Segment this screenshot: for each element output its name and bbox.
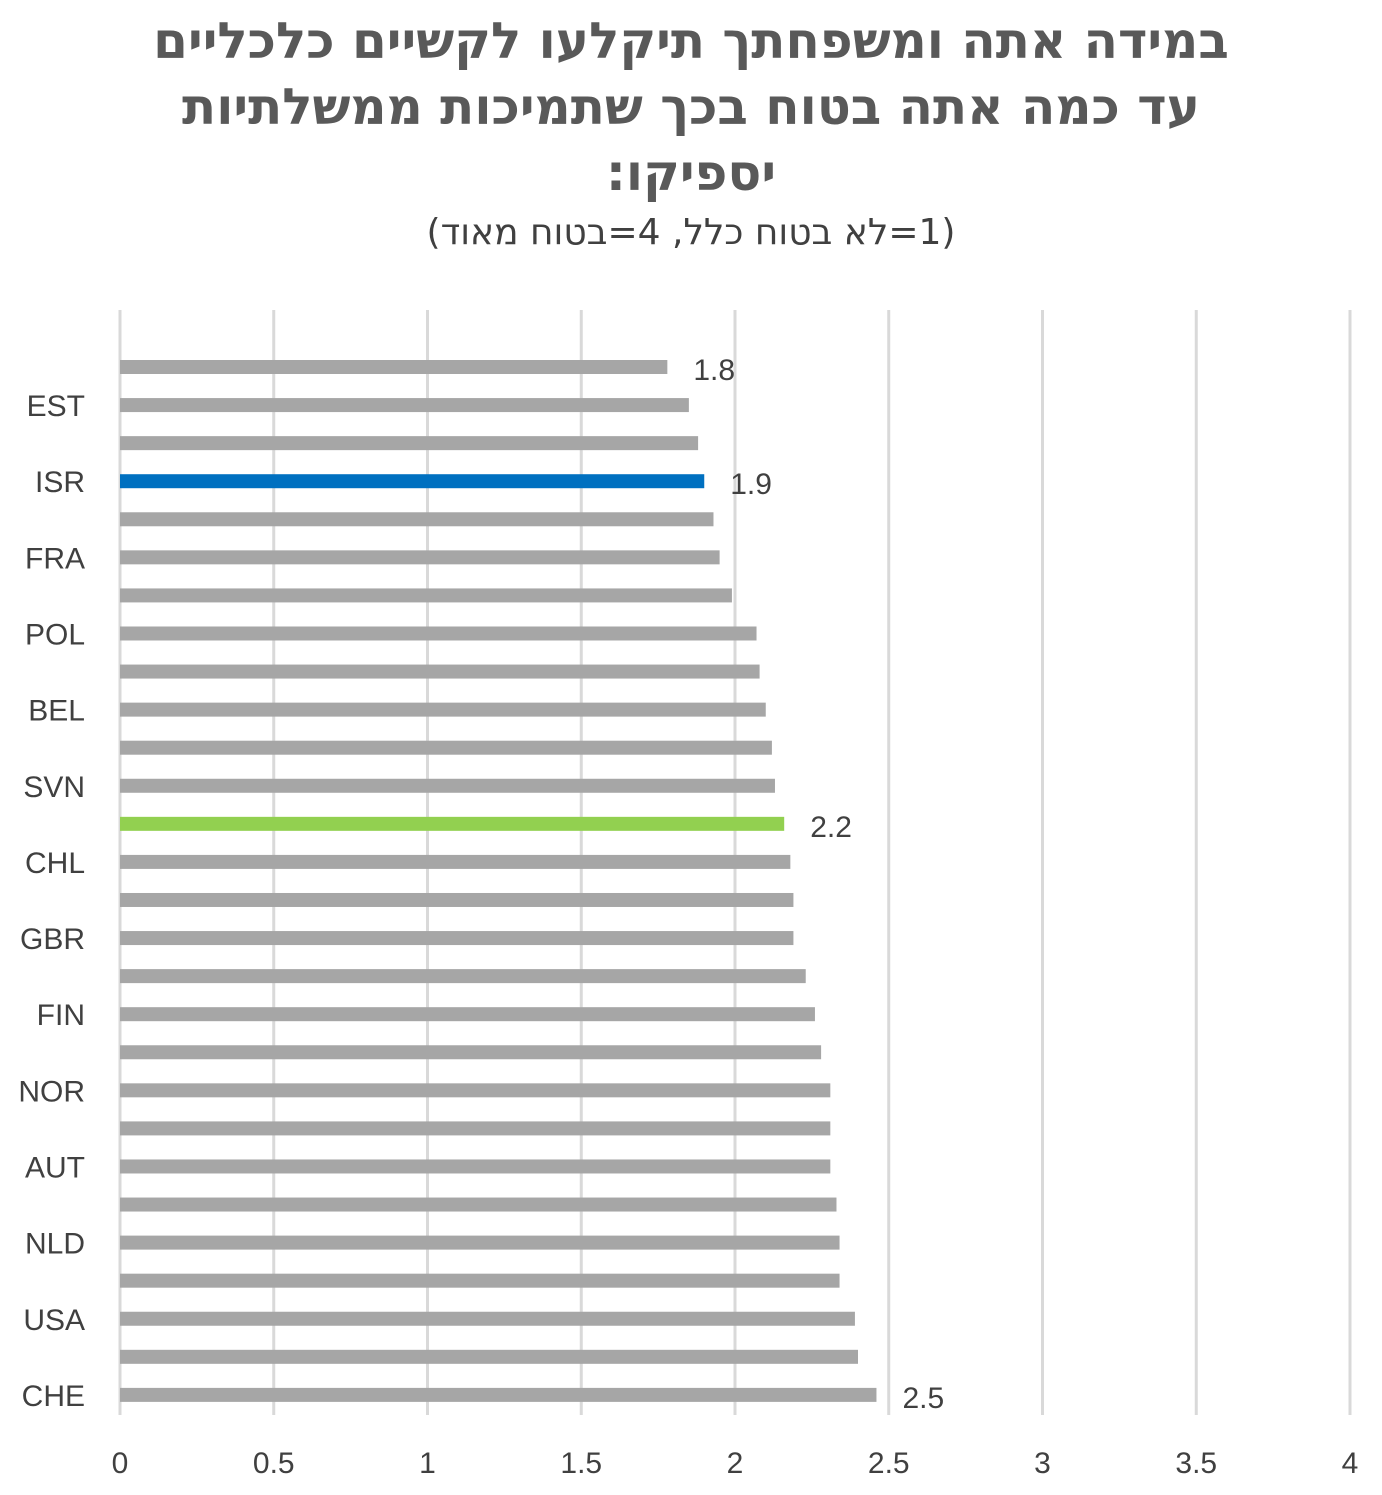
data-label: 2.5 — [902, 1382, 944, 1415]
bar — [120, 1311, 855, 1326]
bar — [120, 474, 705, 489]
bar — [120, 1349, 858, 1364]
bar — [120, 740, 772, 755]
bar — [120, 512, 714, 527]
bars — [120, 360, 877, 1402]
data-label: 1.8 — [693, 354, 735, 387]
bar — [120, 969, 806, 984]
bar — [120, 816, 785, 831]
category-label: GBR — [20, 923, 85, 956]
category-label: AUT — [25, 1151, 85, 1184]
bar — [120, 398, 689, 413]
chart-subtitle: (1=לא בטוח כלל, 4=בטוח מאוד) — [426, 212, 956, 253]
bar — [120, 1235, 840, 1250]
bar — [120, 436, 699, 451]
chart-title-line-2: עד כמה אתה בטוח בכך שתמיכות ממשלתיות — [182, 78, 1200, 136]
category-label: CHL — [25, 847, 85, 880]
category-label: POL — [25, 618, 85, 651]
category-label: FRA — [25, 542, 85, 575]
bar — [120, 1121, 831, 1136]
bar — [120, 626, 757, 641]
bar — [120, 588, 732, 603]
x-tick-label: 2 — [727, 1447, 744, 1480]
labels: 0 0.5 1 1.5 2 2.5 3 3.5 4 1.8 EST ISR 1.9 FRA POL BEL SV… — [18, 354, 1358, 1480]
chart-title-line-1: במידה אתה ומשפחתך תיקלעו לקשיים כלכליים — [153, 12, 1229, 70]
bar — [120, 1387, 877, 1402]
bar — [120, 664, 760, 679]
category-label: ISR — [35, 466, 85, 499]
x-tick-label: 1 — [419, 1447, 436, 1480]
bar — [120, 778, 775, 793]
x-tick-label: 1.5 — [560, 1447, 602, 1480]
chart-title-line-3: יספיקו: — [605, 144, 777, 202]
bar — [120, 1159, 831, 1174]
data-label: 1.9 — [730, 468, 772, 501]
bar — [120, 1273, 840, 1288]
bar — [120, 702, 766, 717]
category-label: USA — [23, 1304, 85, 1337]
category-label: FIN — [37, 999, 85, 1032]
category-label: SVN — [23, 771, 85, 804]
x-tick-label: 2.5 — [868, 1447, 910, 1480]
x-tick-label: 4 — [1342, 1447, 1359, 1480]
bar — [120, 892, 794, 907]
category-label: NOR — [18, 1075, 85, 1108]
category-label: EST — [27, 390, 85, 423]
x-tick-label: 0 — [112, 1447, 129, 1480]
bar — [120, 360, 668, 374]
bar — [120, 1197, 837, 1212]
x-tick-label: 3.5 — [1175, 1447, 1217, 1480]
category-label: CHE — [22, 1380, 85, 1413]
bar — [120, 854, 791, 869]
category-label: NLD — [25, 1228, 85, 1261]
bar — [120, 550, 720, 565]
bar — [120, 1045, 822, 1060]
x-tick-label: 0.5 — [253, 1447, 295, 1480]
x-tick-label: 3 — [1034, 1447, 1051, 1480]
bar — [120, 1007, 815, 1022]
bar — [120, 1083, 831, 1098]
category-label: BEL — [28, 695, 85, 728]
data-label: 2.2 — [810, 811, 852, 844]
bar — [120, 931, 794, 946]
chart-title-block: במידה אתה ומשפחתך תיקלעו לקשיים כלכליים … — [0, 8, 1382, 258]
